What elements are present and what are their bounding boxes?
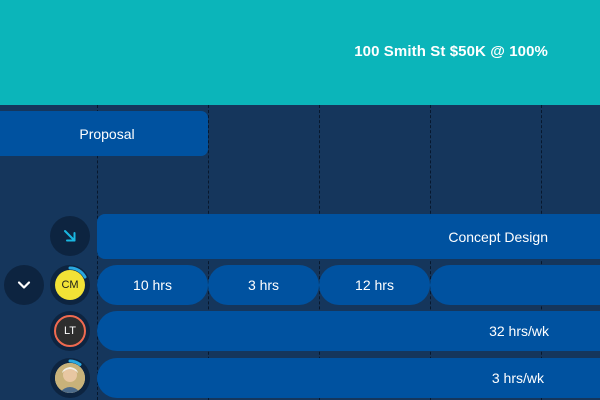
hours-cell[interactable]: 12 hrs xyxy=(319,265,430,305)
avatar-initials: CM xyxy=(55,270,85,300)
project-header: 100 Smith St $50K @ 100% xyxy=(0,0,600,105)
hours-label: 3 hrs xyxy=(247,277,280,293)
avatar-initials: LT xyxy=(54,315,86,347)
allocation-label: 3 hrs/wk xyxy=(491,370,544,386)
allocation-bar[interactable]: 3 hrs/wk xyxy=(97,358,600,398)
progress-ring xyxy=(68,359,82,366)
person-photo-icon xyxy=(55,363,85,393)
phase-label: Concept Design xyxy=(448,228,548,245)
project-title: 100 Smith St $50K @ 100% xyxy=(354,43,548,60)
arrow-down-right-icon xyxy=(64,230,76,242)
progress-ring xyxy=(68,266,87,279)
allocation-label: 32 hrs/wk xyxy=(489,323,549,339)
avatar-cm[interactable]: CM xyxy=(50,265,90,305)
avatar-lt[interactable]: LT xyxy=(50,311,90,351)
phase-toggle[interactable] xyxy=(50,216,90,256)
hours-label: 12 hrs xyxy=(355,277,394,293)
phase-label: Proposal xyxy=(79,125,135,142)
allocation-bar[interactable]: 32 hrs/wk xyxy=(97,311,600,351)
hours-cell[interactable]: 3 hrs xyxy=(208,265,319,305)
hours-cell[interactable] xyxy=(430,265,600,305)
collapse-button[interactable] xyxy=(4,265,44,305)
hours-label: 10 hrs xyxy=(133,277,172,293)
phase-bar-proposal[interactable]: Proposal xyxy=(0,111,208,156)
avatar-image xyxy=(55,363,85,393)
hours-cell[interactable]: 10 hrs xyxy=(97,265,208,305)
avatar-photo[interactable] xyxy=(50,358,90,398)
phase-bar-concept-design[interactable]: Concept Design xyxy=(97,214,600,259)
chevron-down-icon xyxy=(17,281,31,289)
